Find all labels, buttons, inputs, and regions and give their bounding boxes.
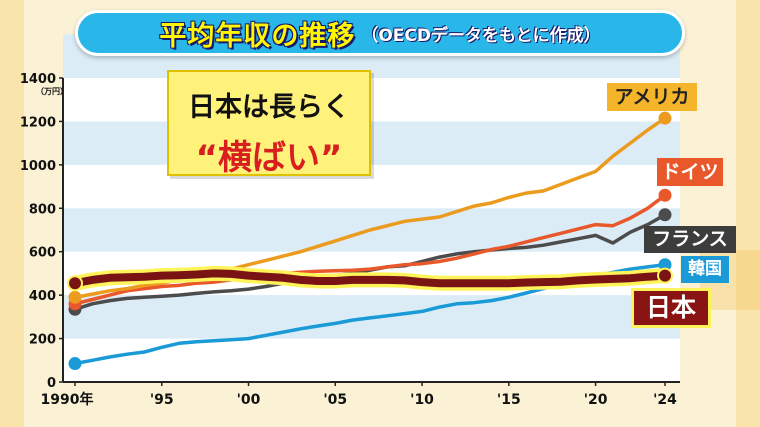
x-tick-label: '00 bbox=[237, 392, 261, 408]
y-unit-label: （万円） bbox=[36, 86, 68, 96]
y-tick-label: 800 bbox=[29, 202, 56, 217]
x-tick-label: '10 bbox=[410, 392, 434, 408]
y-tick-label: 600 bbox=[29, 246, 56, 261]
series-1-end-point bbox=[658, 208, 672, 222]
series-4-line bbox=[71, 269, 669, 288]
x-tick-label: '24 bbox=[653, 392, 677, 408]
title-banner: 平均年収の推移 （OECDデータをもとに作成） bbox=[75, 10, 685, 56]
series-3-end-point bbox=[658, 111, 672, 125]
x-tick-label: '95 bbox=[150, 392, 174, 408]
y-tick-label: 1400 bbox=[20, 72, 56, 87]
x-tick-label: 1990年 bbox=[41, 391, 94, 408]
y-tick-label: 200 bbox=[29, 333, 56, 348]
chart-title: 平均年収の推移 bbox=[159, 20, 356, 52]
series-3-start-point bbox=[68, 290, 82, 304]
series-end-label-4: 日本 bbox=[631, 288, 711, 328]
y-tick-label: 0 bbox=[47, 376, 56, 391]
chart-subtitle: （OECDデータをもとに作成） bbox=[361, 25, 601, 46]
grid-band bbox=[63, 121, 680, 165]
x-tick-label: '20 bbox=[584, 392, 608, 408]
callout-line-1: 日本は長らく bbox=[188, 92, 350, 123]
x-tick-label: '15 bbox=[497, 392, 521, 408]
series-4-start-point bbox=[67, 275, 83, 292]
series-0-end-point bbox=[658, 258, 672, 272]
series-4-end-point bbox=[657, 267, 673, 284]
series-2-end-point bbox=[658, 188, 672, 202]
y-tick-label: 1000 bbox=[20, 159, 56, 174]
series-end-label-0: アメリカ bbox=[607, 83, 697, 111]
series-0-start-point bbox=[68, 357, 82, 371]
y-tick-label: 400 bbox=[29, 289, 56, 304]
y-tick-label: 1200 bbox=[20, 115, 56, 130]
series-end-label-3: 韓国 bbox=[681, 256, 729, 283]
x-tick-label: '05 bbox=[323, 392, 347, 408]
series-2-line bbox=[73, 193, 667, 306]
annotation-callout: 日本は長らく “横ばい” bbox=[167, 70, 371, 178]
callout-line-2: “横ばい” bbox=[195, 138, 343, 178]
series-end-label-1: ドイツ bbox=[657, 158, 723, 186]
series-end-label-2: フランス bbox=[644, 226, 736, 253]
